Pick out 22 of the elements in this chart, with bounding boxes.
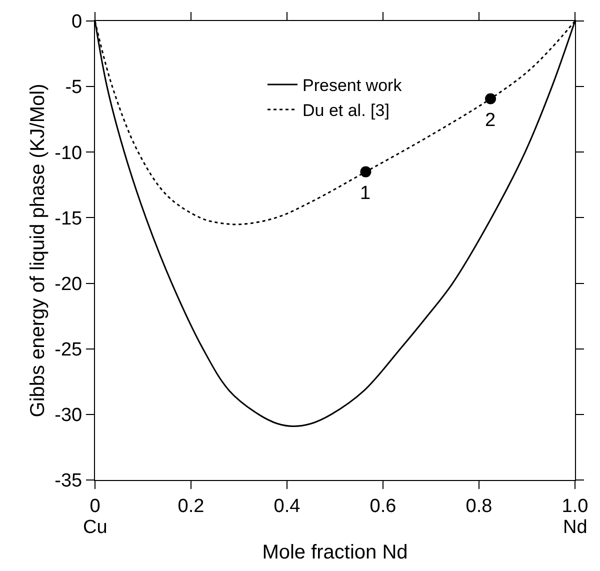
text: Nd [563, 517, 588, 538]
y-axis-title: Gibbs energy of liquid phase (KJ/Mol) [27, 84, 50, 418]
y-tick-label: -35 [54, 470, 82, 492]
legend-label: Present work [302, 76, 402, 96]
annotation: 2 [485, 110, 496, 131]
annotation: 1 [360, 183, 371, 204]
y-tick-label: 0 [72, 12, 82, 33]
y-tick-label: -15 [54, 208, 82, 230]
x-tick-label: 0 [90, 496, 100, 517]
y-tick-label: -30 [54, 405, 82, 426]
y-tick-label: -5 [65, 77, 82, 98]
x-axis-title: Mole fraction Nd [262, 541, 408, 564]
x-tick-label: 0.6 [370, 496, 396, 517]
legend-label: Du et al. [3] [302, 101, 390, 120]
text: Cu [83, 517, 108, 538]
y-tick-label: -25 [54, 340, 82, 361]
x-tick-label: 0.8 [466, 496, 492, 517]
y-tick-label: -20 [54, 274, 82, 295]
x-tick-label: 0.4 [274, 496, 301, 517]
x-tick-label: 0.2 [178, 496, 204, 517]
x-tick-label: 1.0 [562, 496, 588, 517]
y-tick-label: -10 [54, 142, 82, 164]
